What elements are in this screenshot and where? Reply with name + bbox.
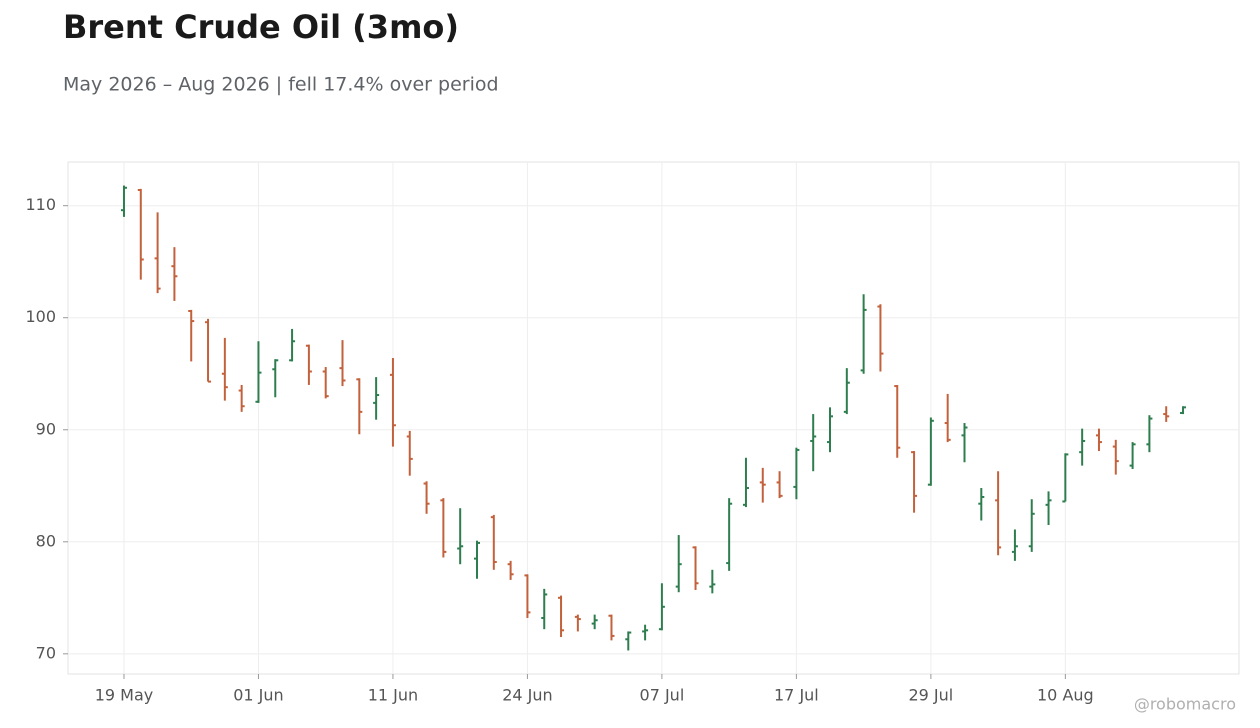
y-tick-label: 110 [25,195,56,214]
y-tick-label: 80 [36,531,56,550]
x-tick-label: 17 Jul [774,686,819,705]
y-tick-label: 70 [36,643,56,662]
chart-subtitle: May 2026 – Aug 2026 | fell 17.4% over pe… [63,74,499,96]
x-tick-label: 24 Jun [502,686,552,705]
plot-frame [67,161,1240,675]
x-tick-label: 29 Jul [908,686,953,705]
y-tick-label: 100 [25,307,56,326]
x-tick-label: 11 Jun [368,686,418,705]
x-tick-label: 10 Aug [1037,686,1094,705]
watermark: @robomacro [1134,695,1236,714]
x-tick-label: 01 Jun [233,686,283,705]
chart-title: Brent Crude Oil (3mo) [63,8,459,46]
x-tick-label: 19 May [95,686,154,705]
y-tick-label: 90 [36,419,56,438]
x-tick-label: 07 Jul [640,686,685,705]
